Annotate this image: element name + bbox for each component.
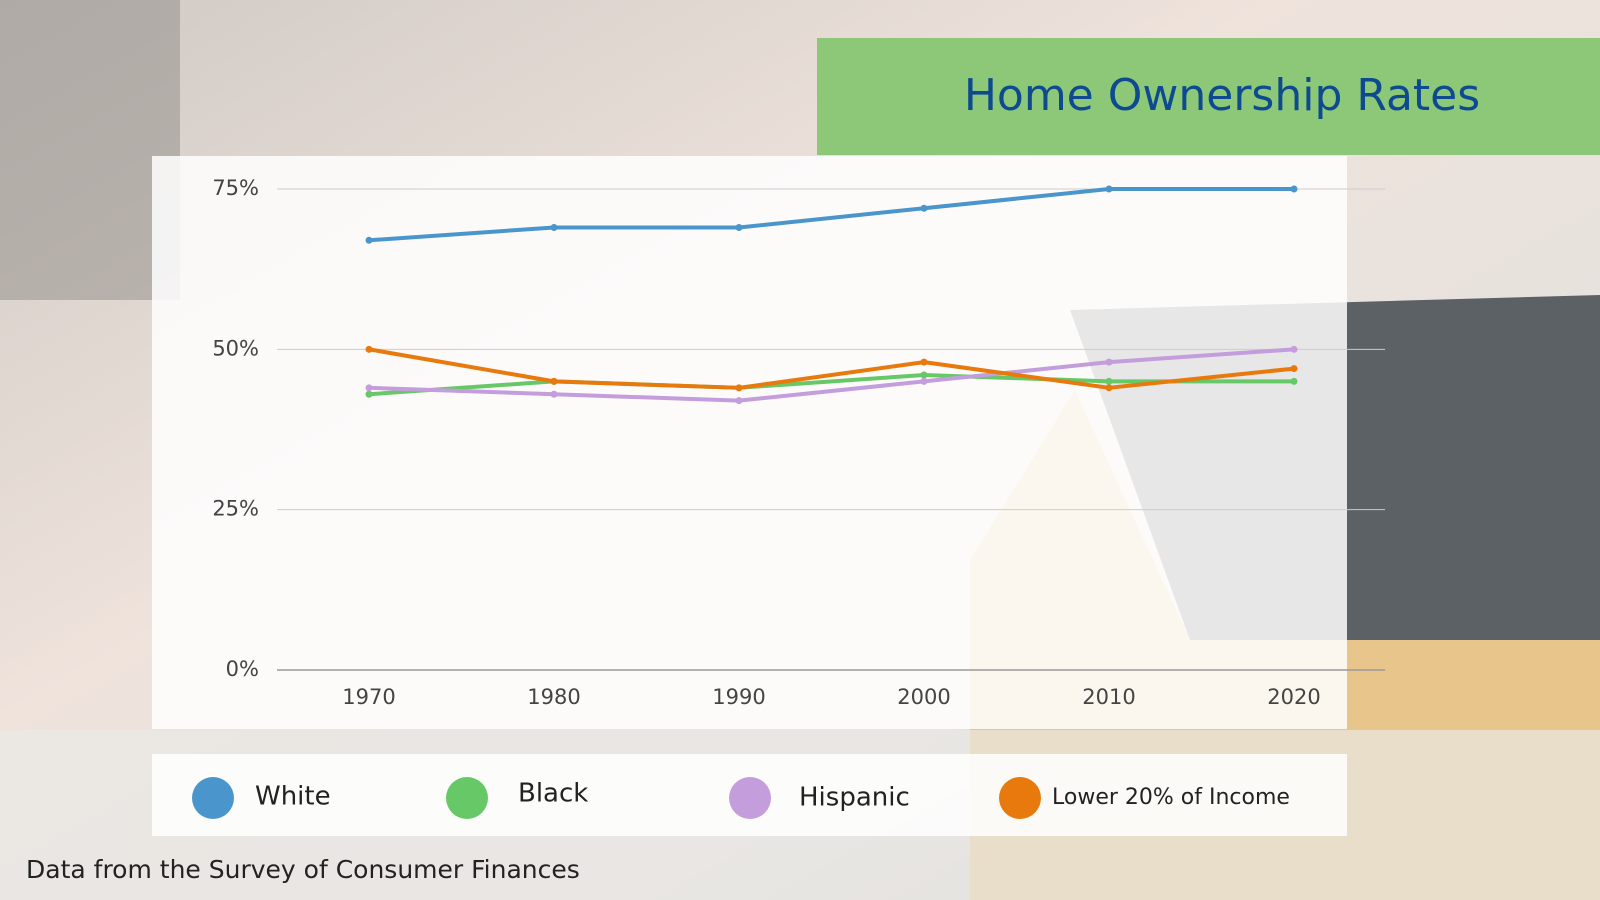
data-point (1105, 377, 1113, 385)
data-point (735, 384, 743, 392)
y-tick-label: 0% (226, 657, 259, 681)
series-line (368, 347, 1295, 403)
data-point (550, 223, 558, 231)
legend-marker (729, 777, 771, 819)
legend-label: Hispanic (799, 783, 910, 813)
background-shape (0, 0, 180, 300)
legend-label: Lower 20% of Income (1052, 785, 1290, 810)
chart-title: Home Ownership Rates (964, 70, 1480, 121)
data-point (735, 223, 743, 231)
data-point (550, 390, 558, 398)
data-point (1290, 345, 1298, 353)
data-point (365, 345, 373, 353)
data-point (550, 377, 558, 385)
data-point (365, 236, 373, 244)
source-note: Data from the Survey of Consumer Finance… (26, 855, 580, 884)
data-point (920, 371, 928, 379)
series-line (368, 187, 1294, 243)
data-point (365, 390, 373, 398)
series-line (368, 372, 1294, 397)
legend-marker (999, 777, 1041, 819)
series-line (368, 347, 1295, 390)
x-tick-label: 2010 (1082, 685, 1135, 709)
legend-label: White (255, 782, 331, 812)
y-tick-label: 50% (212, 336, 259, 360)
x-tick-label: 1990 (712, 685, 765, 709)
legend-label: Black (518, 779, 588, 809)
y-tick-label: 25% (212, 497, 259, 521)
plot-panel (152, 156, 1347, 729)
data-point (1290, 377, 1298, 385)
data-point (1290, 185, 1298, 193)
data-point (1105, 384, 1113, 392)
y-tick-label: 75% (212, 176, 259, 200)
data-point (735, 397, 743, 405)
data-point (1105, 185, 1113, 193)
x-tick-label: 1970 (342, 685, 395, 709)
title-box (817, 38, 1600, 155)
x-tick-label: 2000 (897, 685, 950, 709)
data-point (920, 377, 928, 385)
legend-marker (446, 777, 488, 819)
data-point (1290, 365, 1298, 373)
data-point (920, 204, 928, 212)
data-point (1105, 358, 1113, 366)
x-tick-label: 1980 (527, 685, 580, 709)
data-point (920, 358, 928, 366)
legend-marker (192, 777, 234, 819)
x-tick-label: 2020 (1267, 685, 1320, 709)
data-point (365, 384, 373, 392)
